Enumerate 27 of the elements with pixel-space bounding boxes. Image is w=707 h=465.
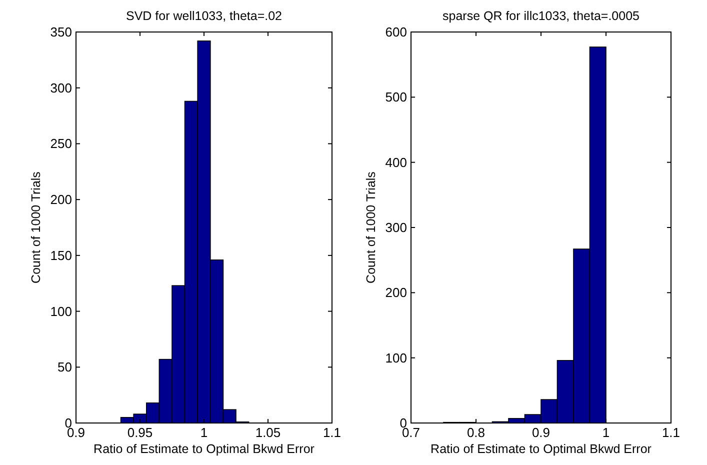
x-axis-title: Ratio of Estimate to Optimal Bkwd Error (430, 442, 652, 456)
y-tick-label: 400 (385, 154, 407, 170)
chart-title: SVD for well1033, theta=.02 (126, 9, 282, 23)
y-tick-label: 300 (50, 80, 72, 96)
x-tick-label: 1 (602, 425, 610, 440)
y-tick-label: 200 (385, 285, 407, 300)
y-tick-label: 50 (58, 360, 72, 375)
y-tick-label: 600 (385, 24, 407, 40)
x-tick-label: 0.9 (532, 425, 550, 440)
y-tick-label: 350 (50, 24, 72, 40)
x-tick-label: 1.1 (322, 425, 342, 440)
x-tick-label: 1 (200, 425, 208, 440)
y-tick-label: 150 (50, 248, 72, 263)
x-axis-title: Ratio of Estimate to Optimal Bkwd Error (94, 442, 314, 456)
chart-title: sparse QR for illc1033, theta=.0005 (442, 9, 640, 23)
y-tick-label: 250 (50, 136, 72, 152)
x-tick-label: 1.1 (662, 425, 680, 440)
y-tick-label: 200 (50, 192, 72, 208)
x-tick-label: 0.95 (127, 425, 153, 440)
x-tick-label: 1.05 (255, 425, 281, 440)
x-tick-label: 0.8 (466, 425, 486, 440)
y-tick-label: 100 (385, 350, 407, 366)
y-tick-label: 300 (385, 220, 407, 235)
y-tick-label: 100 (50, 304, 72, 319)
y-tick-label: 500 (385, 90, 407, 105)
y-axis-title: Count of 1000 Trials (29, 172, 43, 284)
y-axis-title: Count of 1000 Trials (364, 172, 378, 284)
